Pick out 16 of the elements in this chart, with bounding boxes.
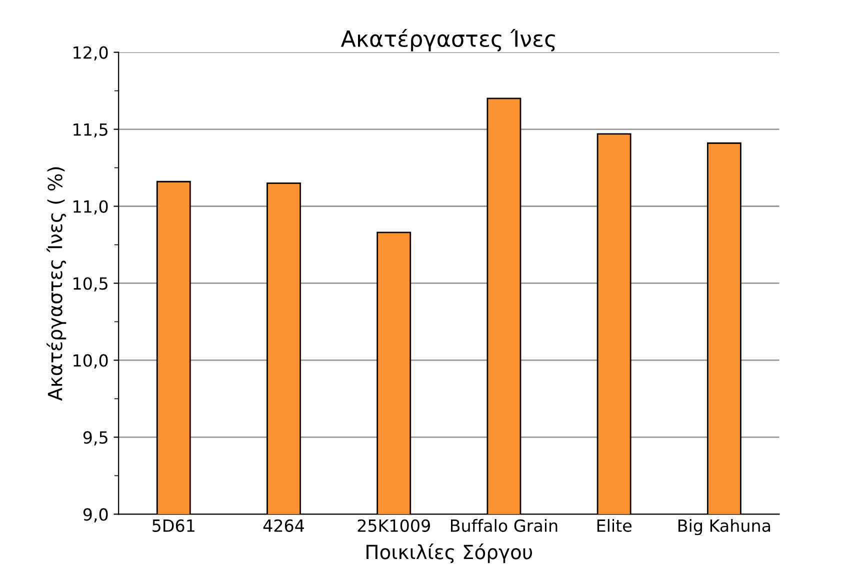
- y-tick-label: 9,0: [83, 508, 108, 522]
- x-tick-label: 5D61: [152, 519, 194, 532]
- x-axis-title: Ποικιλίες Σόργου: [366, 544, 532, 564]
- chart-title: Ακατέργαστες Ίνες: [340, 28, 555, 52]
- y-tick-label: 12,0: [74, 46, 108, 61]
- x-tick-label: 4264: [263, 519, 304, 532]
- x-tick-label: 25K1009: [358, 519, 430, 532]
- y-axis-title: Ακατέργαστες Ίνες ( %): [46, 167, 66, 401]
- x-tick-label: Elite: [597, 519, 632, 532]
- y-tick-label: 11,5: [74, 123, 108, 138]
- y-tick-label: 10,5: [74, 277, 108, 292]
- x-tick-label: Big Kahuna: [678, 519, 770, 536]
- x-tick-label: Buffalo Grain: [450, 519, 558, 532]
- y-tick-label: 10,0: [74, 354, 108, 368]
- y-tick-label: 9,5: [83, 431, 108, 446]
- y-tick-label: 11,0: [74, 200, 108, 215]
